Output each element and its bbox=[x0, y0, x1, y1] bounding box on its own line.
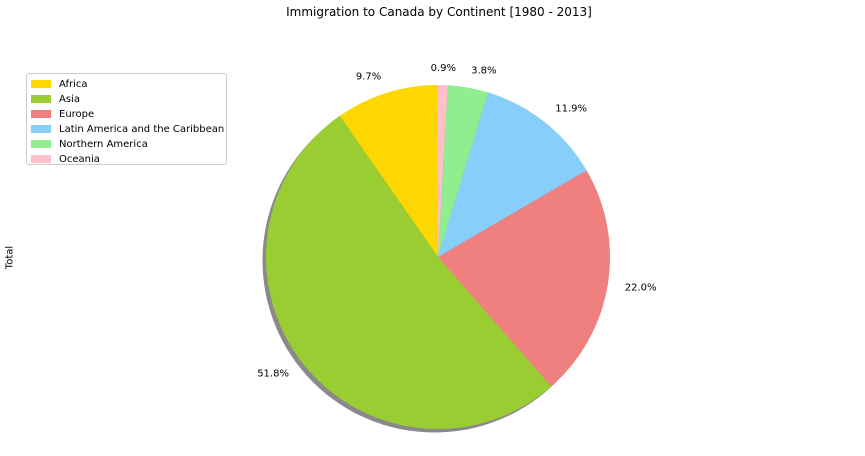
legend-swatch bbox=[31, 155, 51, 163]
pct-label-oceania: 0.9% bbox=[431, 63, 456, 74]
legend-swatch bbox=[31, 140, 51, 148]
pie-slice-latin-america-and-the-caribbean bbox=[438, 92, 587, 258]
pie-slice-oceania bbox=[438, 85, 448, 257]
legend-swatch bbox=[31, 110, 51, 118]
legend-label: Latin America and the Caribbean bbox=[59, 124, 225, 135]
legend-label: Europe bbox=[59, 109, 95, 120]
legend-swatch bbox=[31, 95, 51, 103]
legend-swatch bbox=[31, 80, 51, 88]
pie-slice-northern-america bbox=[438, 85, 489, 257]
legend-label: Asia bbox=[59, 94, 80, 105]
legend-item-asia: Asia bbox=[27, 92, 226, 107]
chart-title: Immigration to Canada by Continent [1980… bbox=[286, 5, 592, 19]
legend-item-oceania: Oceania bbox=[27, 152, 226, 167]
legend-label: Oceania bbox=[59, 154, 100, 165]
legend-item-latin-america-and-the-caribbean: Latin America and the Caribbean bbox=[27, 122, 226, 137]
pie-slice-africa bbox=[339, 85, 438, 257]
legend-item-africa: Africa bbox=[27, 77, 226, 92]
legend: Africa Asia Europe Latin America and the Ca… bbox=[26, 73, 227, 165]
legend-item-northern-america: Northern America bbox=[27, 137, 226, 152]
legend-label: Northern America bbox=[59, 139, 148, 150]
pct-label-latin-america-and-the-caribbean: 11.9% bbox=[555, 104, 587, 115]
pie-slice-asia bbox=[266, 115, 552, 429]
legend-swatch bbox=[31, 125, 51, 133]
y-axis-label: Total bbox=[4, 245, 16, 270]
pct-label-northern-america: 3.8% bbox=[471, 66, 496, 77]
legend-item-europe: Europe bbox=[27, 107, 226, 122]
pct-label-africa: 9.7% bbox=[356, 71, 381, 82]
legend-label: Africa bbox=[59, 79, 88, 90]
pct-label-europe: 22.0% bbox=[625, 282, 657, 293]
pct-label-asia: 51.8% bbox=[257, 369, 289, 380]
pie-slice-europe bbox=[438, 170, 610, 387]
